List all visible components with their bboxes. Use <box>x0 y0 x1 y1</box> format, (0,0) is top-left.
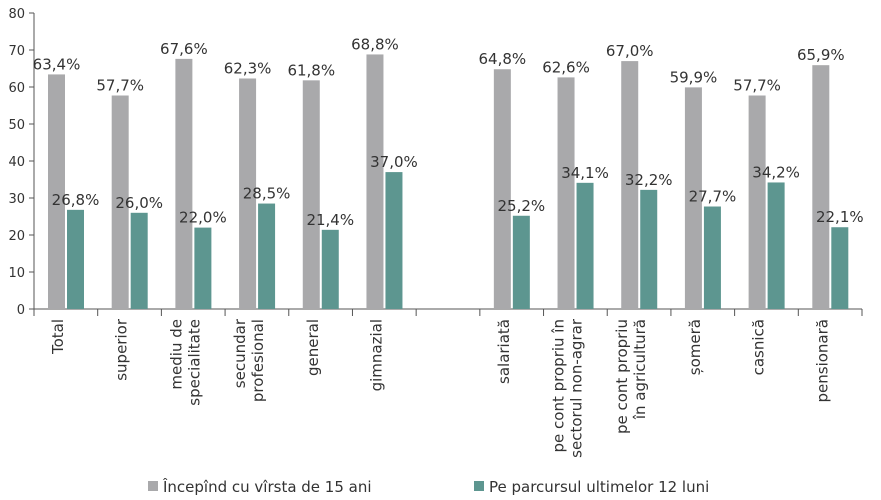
bar <box>831 227 848 309</box>
data-label: 21,4% <box>306 211 354 229</box>
bar <box>749 96 766 309</box>
data-label: 25,2% <box>498 197 546 215</box>
bar <box>513 216 530 309</box>
y-tick-label: 10 <box>8 266 25 281</box>
bar <box>175 59 192 309</box>
data-label: 67,0% <box>606 42 654 60</box>
data-label: 34,1% <box>561 164 609 182</box>
bar <box>558 77 575 309</box>
bar <box>131 213 148 309</box>
data-label: 61,8% <box>287 61 335 79</box>
y-tick-label: 0 <box>17 303 25 318</box>
bars <box>48 54 848 309</box>
data-label: 22,1% <box>816 208 864 226</box>
category-label: pe cont propriu <box>613 319 631 434</box>
category-label: Total <box>49 319 67 355</box>
y-tick-label: 20 <box>8 229 25 244</box>
bar <box>494 69 511 309</box>
data-label: 62,3% <box>224 59 272 77</box>
data-label: 67,6% <box>160 40 208 58</box>
category-label: pe cont propriu în <box>550 319 568 452</box>
category-label: secundar <box>231 318 249 388</box>
bar <box>258 204 275 309</box>
bar <box>640 190 657 309</box>
category-label: salariată <box>495 319 513 384</box>
category-labels: Total superior mediu de specialitate secunda… <box>49 318 831 458</box>
category-label: superior <box>113 318 131 381</box>
category-label: șomeră <box>686 319 704 375</box>
legend-swatch <box>148 481 158 491</box>
y-tick-label: 40 <box>8 155 25 170</box>
bar <box>768 182 785 309</box>
bar <box>812 65 829 309</box>
data-labels: 63,4% 57,7% 67,6% 62,3% 61,8% 68,8% 64,8% 62,6%… <box>33 35 864 228</box>
legend-swatch <box>474 481 484 491</box>
legend: Începînd cu vîrsta de 15 ani Pe parcursul… <box>148 477 709 496</box>
bar <box>577 183 594 309</box>
bar <box>366 54 383 309</box>
bar <box>385 172 402 309</box>
y-tick-label: 60 <box>8 81 25 96</box>
y-tick-label: 50 <box>8 118 25 133</box>
y-tick-label: 80 <box>8 7 25 22</box>
y-tick-label: 70 <box>8 44 25 59</box>
bar <box>67 210 84 309</box>
category-label: gimnazial <box>367 319 385 391</box>
bar <box>303 80 320 309</box>
x-axis <box>34 309 862 316</box>
category-label: casnică <box>750 319 768 375</box>
data-label: 34,2% <box>752 163 800 181</box>
category-label: pensionară <box>813 319 831 402</box>
data-label: 26,8% <box>52 191 100 209</box>
data-label: 28,5% <box>243 185 291 203</box>
data-label: 22,0% <box>179 209 227 227</box>
legend-label: Pe parcursul ultimelor 12 luni <box>489 478 709 496</box>
y-tick-label: 30 <box>8 192 25 207</box>
data-label: 57,7% <box>733 77 781 95</box>
data-label: 59,9% <box>670 68 718 86</box>
bar <box>704 207 721 309</box>
bar <box>322 230 339 309</box>
data-label: 26,0% <box>115 194 163 212</box>
legend-label: Începînd cu vîrsta de 15 ani <box>162 477 372 496</box>
data-label: 65,9% <box>797 46 845 64</box>
category-label: profesional <box>249 319 267 402</box>
data-label: 27,7% <box>689 188 737 206</box>
category-label: general <box>304 319 322 376</box>
data-label: 62,6% <box>542 58 590 76</box>
data-label: 32,2% <box>625 171 673 189</box>
data-label: 57,7% <box>96 77 144 95</box>
data-label: 64,8% <box>479 50 527 68</box>
category-label: specialitate <box>185 319 203 406</box>
data-label: 68,8% <box>351 35 399 53</box>
category-label: în agricultură <box>631 319 649 420</box>
category-label: mediu de <box>167 319 185 390</box>
data-label: 63,4% <box>33 55 81 73</box>
category-label: sectorul non-agrar <box>568 318 586 458</box>
y-axis: 0 10 20 30 40 50 60 70 80 <box>8 7 34 318</box>
bar <box>194 228 211 309</box>
data-label: 37,0% <box>370 153 418 171</box>
